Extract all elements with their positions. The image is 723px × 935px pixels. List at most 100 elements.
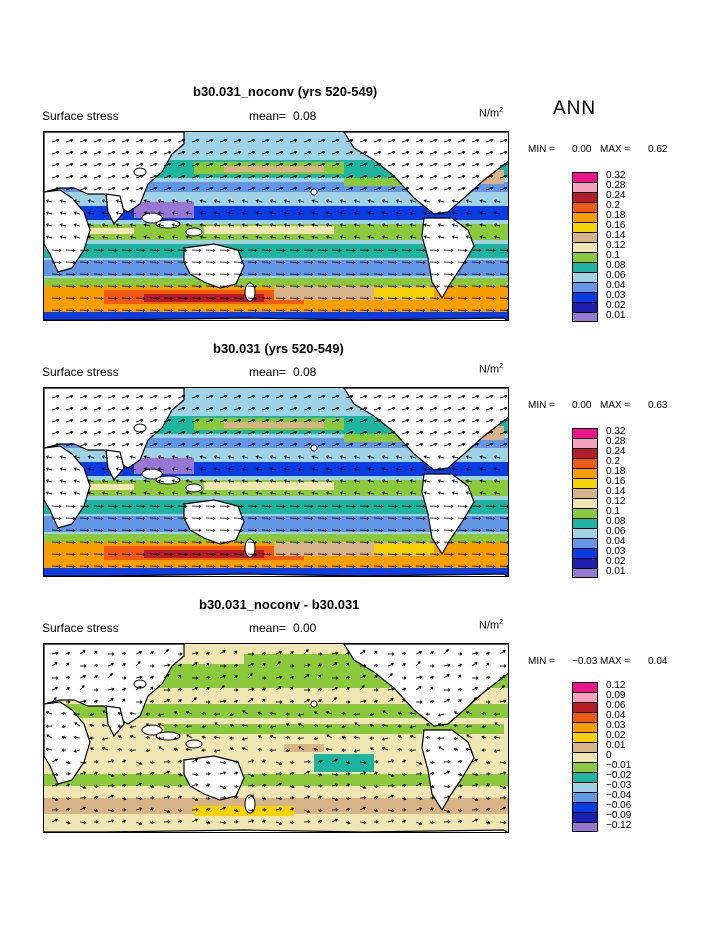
- contour-band: [44, 182, 508, 192]
- colorbar-swatch: [572, 438, 598, 448]
- contour-band: [314, 754, 374, 772]
- colorbar-label: 0.2: [606, 456, 620, 467]
- panel-1-mean-value: 0.08: [293, 109, 317, 123]
- colorbar-label: 0.01: [606, 310, 626, 321]
- colorbar-swatch: [572, 792, 598, 802]
- colorbar-label: 0.04: [606, 536, 626, 547]
- colorbar-swatch: [572, 232, 598, 242]
- island-outline: [244, 538, 256, 558]
- panel-3-map: [43, 643, 509, 833]
- island-outline: [133, 423, 147, 433]
- contour-band: [44, 438, 508, 448]
- panel-1-min-label: MIN =: [528, 144, 555, 155]
- colorbar-label: 0.1: [606, 250, 620, 261]
- panel-1-title: b30.031_noconv (yrs 520-549): [193, 84, 378, 99]
- season-label: ANN: [553, 98, 597, 119]
- contour-band: [44, 260, 508, 276]
- contour-band: [44, 516, 508, 532]
- stress-vectors: [45, 138, 508, 312]
- panel-1-units: N/m2: [479, 107, 504, 120]
- colorbar-swatch: [572, 518, 598, 528]
- land-outline: [421, 729, 475, 812]
- contour-band: [44, 312, 508, 320]
- contour-band: [64, 228, 134, 234]
- colorbar-swatch: [572, 182, 598, 192]
- colorbar-label: 0: [606, 750, 612, 761]
- colorbar-swatch: [572, 692, 598, 702]
- colorbar-label: −0.04: [606, 790, 632, 801]
- contour-band: [44, 500, 508, 514]
- colorbar-swatch: [572, 568, 598, 578]
- land-outline: [421, 473, 475, 556]
- colorbar-swatch: [572, 282, 598, 292]
- colorbar-swatch: [572, 782, 598, 792]
- panel-3-mean-value: 0.00: [293, 621, 317, 635]
- panel-2-max-value: 0.63: [648, 400, 668, 411]
- colorbar-label: 0.04: [606, 710, 626, 721]
- colorbar-label: 0.12: [606, 680, 626, 691]
- panel-3-units: N/m2: [479, 619, 504, 632]
- colorbar-swatch: [572, 468, 598, 478]
- contour-band: [344, 434, 434, 442]
- panel-3-field-label: Surface stress: [42, 621, 119, 635]
- colorbar-label: 0.02: [606, 300, 626, 311]
- colorbar-swatch: [572, 812, 598, 822]
- contour-band: [164, 724, 504, 734]
- panel-2-units: N/m2: [479, 363, 504, 376]
- colorbar-label: 0.03: [606, 720, 626, 731]
- island-outline: [141, 212, 163, 224]
- colorbar-swatch: [572, 302, 598, 312]
- panel-3-mean-label: mean=: [249, 621, 287, 635]
- colorbar-label: 0.18: [606, 466, 626, 477]
- colorbar-label: −0.06: [606, 800, 632, 811]
- colorbar-swatch: [572, 262, 598, 272]
- colorbar-label: 0.1: [606, 506, 620, 517]
- colorbar-swatch: [572, 448, 598, 458]
- panel-3-max-label: MAX =: [600, 656, 631, 667]
- colorbar-swatch: [572, 292, 598, 302]
- colorbar-label: 0.24: [606, 446, 626, 457]
- contour-band: [224, 166, 324, 172]
- colorbar-label: 0.03: [606, 290, 626, 301]
- island-outline: [310, 188, 318, 196]
- colorbar-swatch: [572, 528, 598, 538]
- colorbar-label: 0.02: [606, 730, 626, 741]
- colorbar-swatch: [572, 252, 598, 262]
- colorbar-swatch: [572, 822, 598, 832]
- panel-1-max-label: MAX =: [600, 144, 631, 155]
- colorbar-swatch: [572, 498, 598, 508]
- contour-band: [284, 744, 324, 752]
- colorbar-outline: [572, 428, 598, 578]
- colorbar-swatch: [572, 538, 598, 548]
- colorbar-swatch: [572, 478, 598, 488]
- contour-band: [44, 704, 508, 718]
- colorbar-swatch: [572, 548, 598, 558]
- land-outline: [44, 644, 185, 725]
- colorbar-outline: [572, 682, 598, 832]
- colorbar-label: 0.18: [606, 210, 626, 221]
- colorbar-swatch: [572, 732, 598, 742]
- panel-2-max-label: MAX =: [600, 400, 631, 411]
- contour-band: [64, 484, 134, 490]
- panel-1-max-value: 0.62: [648, 144, 668, 155]
- panel-1-field-label: Surface stress: [42, 109, 119, 123]
- colorbar-swatch: [572, 742, 598, 752]
- colorbar-swatch: [572, 722, 598, 732]
- panel-2-map: [43, 387, 509, 577]
- colorbar-swatch: [572, 192, 598, 202]
- island-outline: [185, 227, 203, 237]
- land-outline: [44, 829, 508, 832]
- colorbar-label: 0.14: [606, 486, 626, 497]
- colorbar-swatch: [572, 702, 598, 712]
- panel-2-min-label: MIN =: [528, 400, 555, 411]
- colorbar-label: −0.12: [606, 820, 632, 831]
- island-outline: [133, 167, 147, 177]
- colorbar-label: 0.16: [606, 220, 626, 231]
- colorbar-label: 0.06: [606, 526, 626, 537]
- colorbar-swatch: [572, 272, 598, 282]
- colorbar-swatch: [572, 222, 598, 232]
- colorbar-swatch: [572, 558, 598, 568]
- island-outline: [310, 444, 318, 452]
- stress-vectors: [45, 394, 508, 568]
- panel-1-min-value: 0.00: [572, 144, 592, 155]
